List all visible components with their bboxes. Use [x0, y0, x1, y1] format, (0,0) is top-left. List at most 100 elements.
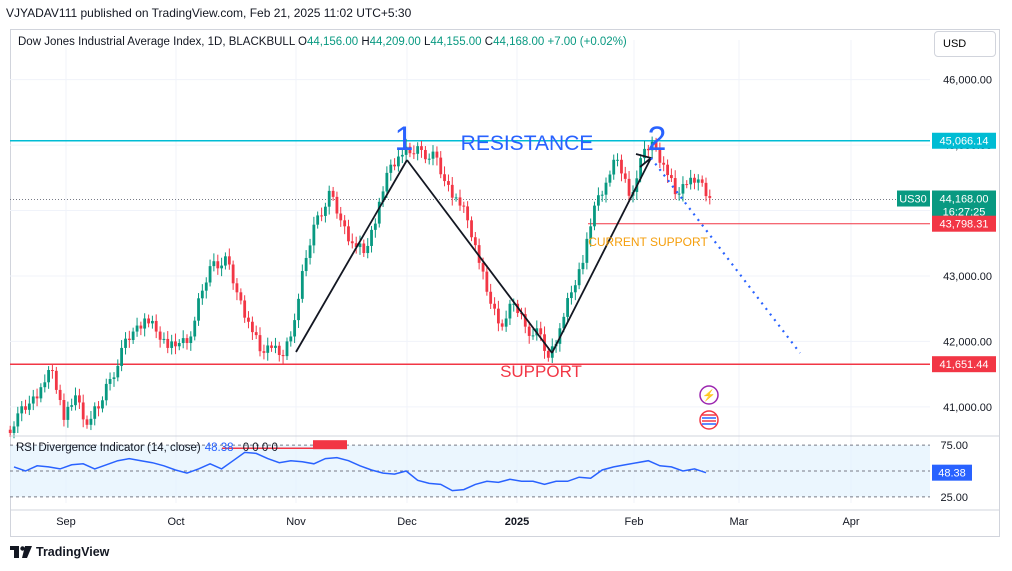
candle-body [54, 370, 58, 390]
candle-body [81, 402, 85, 420]
y-tick-label: 46,000.00 [943, 75, 992, 87]
candle-body [78, 395, 81, 403]
candle-body [562, 316, 566, 329]
candle-body [293, 320, 296, 337]
candle-body [347, 226, 350, 242]
candle-body [589, 226, 593, 239]
lightning-glyph: ⚡ [702, 389, 716, 402]
candle-body [285, 341, 289, 357]
candle-body [104, 383, 108, 401]
candle-body [224, 256, 227, 266]
candle-body [458, 197, 462, 206]
candle-body [274, 345, 277, 348]
candle-body [481, 262, 485, 272]
rsi-axis-label: 25.00 [940, 492, 968, 504]
candle-body [320, 215, 323, 217]
candle-body [154, 320, 158, 332]
current-support-label: CURRENT SUPPORT [588, 235, 708, 249]
candle-body [358, 243, 362, 248]
currency-button[interactable]: USD [934, 31, 996, 57]
peak-2-label: 2 [648, 120, 667, 158]
candle-body [335, 196, 339, 214]
candle-body [212, 261, 216, 267]
rsi-legend: RSI Divergence Indicator (14, close) 48.3… [16, 442, 278, 454]
candle-body [343, 220, 347, 227]
candle-body [181, 338, 185, 344]
candle-body [339, 213, 343, 221]
rsi-current-tag: 48.38 [938, 468, 966, 480]
candle-body [473, 237, 477, 246]
candle-body [620, 159, 623, 174]
candle-body [12, 426, 16, 433]
candle-body [577, 269, 581, 286]
chart-panel[interactable] [10, 29, 1000, 537]
resistance-label: RESISTANCE [461, 132, 594, 155]
candle-body [243, 300, 247, 318]
candle-body [312, 224, 316, 246]
event-lightning-icon [699, 385, 719, 405]
candle-body [658, 147, 662, 163]
high-value: 44,209.00 [369, 36, 421, 48]
rsi-value: 48.38 [204, 442, 234, 454]
candle-body [708, 196, 712, 198]
rsi-current-tag-bg [932, 464, 972, 481]
candle-body [47, 370, 50, 383]
x-tick-label: Oct [167, 516, 184, 528]
candle-body [485, 271, 489, 292]
tradingview-logo-icon [10, 546, 32, 558]
close-label: C [484, 36, 494, 48]
candle-body [304, 257, 308, 272]
open-label: O [298, 36, 307, 48]
candle-body [62, 400, 66, 420]
candle-body [116, 365, 120, 378]
candle-body [177, 343, 181, 347]
candle-body [466, 206, 469, 221]
current-support-price-tag-bg [932, 215, 996, 232]
candle-body [231, 264, 235, 284]
candle-body [297, 298, 300, 321]
candle-body [650, 141, 654, 151]
candle-body [58, 389, 62, 401]
candle-body [266, 345, 270, 353]
candle-body [424, 149, 427, 160]
candle-body [174, 341, 177, 347]
x-tick-label: Mar [730, 516, 749, 528]
candle-body [166, 338, 170, 348]
candle-body [566, 298, 569, 317]
candle-body [416, 146, 420, 154]
candle-body [85, 419, 89, 425]
candle-body [227, 256, 231, 265]
pattern-trendline [551, 157, 652, 354]
tradingview-logo[interactable]: TradingView [10, 545, 109, 559]
candle-body [151, 320, 154, 324]
candle-body [66, 406, 70, 420]
candle-body [185, 338, 189, 344]
candle-body [127, 338, 131, 341]
candle-body [354, 243, 358, 248]
candle-body [404, 146, 408, 155]
rsi-label: RSI Divergence Indicator (14, close) [16, 442, 201, 454]
candle-body [696, 179, 700, 183]
candle-body [89, 418, 93, 425]
candle-body [616, 159, 619, 161]
candle-body [281, 355, 285, 357]
candle-body [108, 379, 112, 384]
candle-body [208, 266, 212, 283]
countdown-tag: 16:27:25 [943, 207, 986, 219]
resistance-price-tag-bg [932, 132, 996, 149]
candle-body [420, 146, 423, 150]
candle-body [400, 154, 404, 157]
x-tick-label: Dec [397, 516, 417, 528]
candle-body [493, 303, 496, 309]
candle-body [362, 243, 366, 254]
candle-body [300, 271, 304, 299]
candle-body [489, 291, 493, 304]
x-tick-label: 2025 [505, 516, 529, 528]
candle-body [531, 335, 535, 337]
candle-body [20, 406, 24, 414]
candle-body [454, 197, 458, 199]
event-flag-icon [699, 410, 719, 430]
candle-body [158, 331, 162, 340]
x-tick-label: Nov [286, 516, 306, 528]
